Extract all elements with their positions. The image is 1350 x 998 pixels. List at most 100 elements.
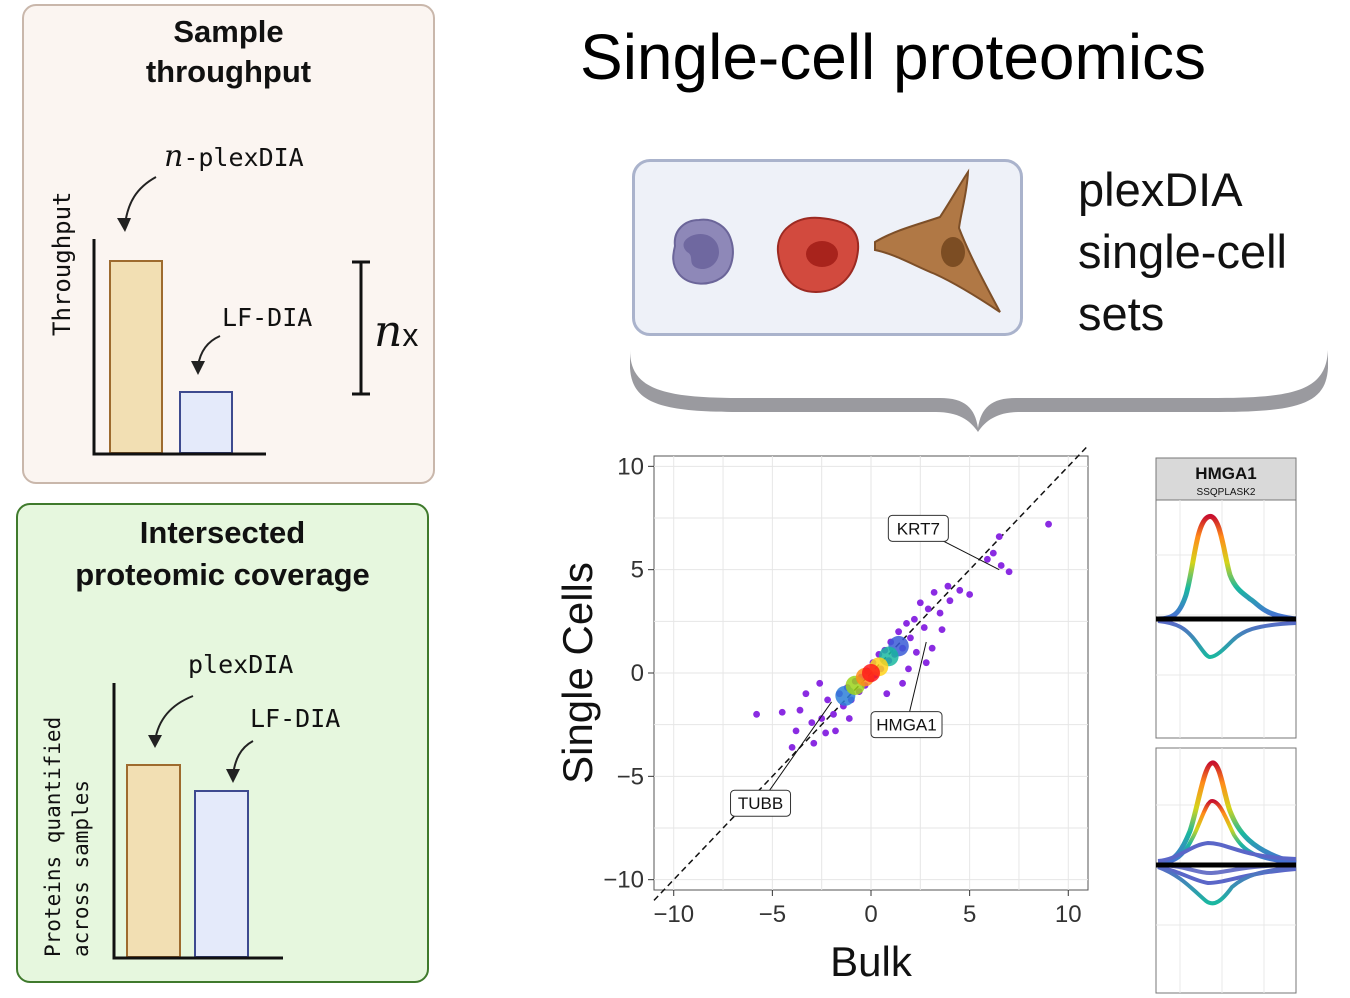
data-point — [920, 624, 928, 631]
coverage-title-line1: Intersected — [139, 515, 306, 550]
annotation-box — [870, 711, 943, 739]
lf-arrow-head — [191, 361, 205, 375]
throughput-title-line1: Sample — [173, 14, 284, 49]
data-point — [907, 634, 914, 642]
scatter-chart: KRT7 HMGA1 TUBB −10 −5 0 5 10 10 5 0 −5 −10 Bulk S… — [554, 445, 1089, 985]
trace-panels: HMGA1 SSQPLASK2 — [1155, 457, 1297, 994]
plex-arrow-line — [154, 695, 194, 742]
annotations: KRT7 HMGA1 TUBB — [730, 514, 1000, 817]
y-tick-label: 0 — [631, 660, 644, 687]
x-ticks: −10 −5 0 5 10 — [653, 890, 1082, 928]
annotation-label: KRT7 — [897, 519, 940, 538]
data-point — [997, 562, 1005, 569]
data-point — [802, 690, 810, 698]
coverage-title-line2: proteomic coverage — [75, 557, 370, 592]
data-point — [966, 591, 974, 598]
lf-throughput-bar — [179, 391, 233, 454]
y-tick-label: −5 — [617, 763, 644, 790]
y-tick-label: 5 — [631, 557, 644, 584]
fold-bracket — [352, 260, 370, 396]
throughput-axes — [92, 239, 266, 456]
lf-coverage-bar — [194, 790, 249, 958]
data-point — [810, 739, 818, 747]
nplex-arrow-head — [117, 218, 131, 232]
data-point — [922, 659, 930, 667]
annotation-box — [730, 789, 792, 817]
data-point — [778, 708, 786, 716]
data-point — [911, 615, 918, 623]
coverage-axes — [112, 683, 283, 960]
data-point — [989, 549, 997, 557]
density-point — [862, 664, 880, 682]
plex-coverage-bar — [126, 764, 181, 958]
data-point — [808, 719, 816, 726]
data-point — [946, 597, 954, 605]
coverage-lf-label: LF-DIA — [250, 704, 341, 733]
coverage-lf-arrow-head — [226, 769, 240, 783]
sets-label-line2: single-cell — [1078, 225, 1287, 278]
sets-label-line1: plexDIA — [1078, 163, 1243, 216]
data-point — [905, 665, 912, 673]
data-point — [936, 609, 944, 617]
y-ticks: 10 5 0 −5 −10 — [603, 453, 654, 894]
data-point — [928, 644, 936, 652]
trace-title: HMGA1 — [1195, 464, 1256, 483]
data-point — [912, 648, 920, 656]
trace2-neg — [1157, 865, 1297, 906]
x-axis-label: Bulk — [830, 938, 913, 985]
data-point — [788, 744, 796, 751]
data-point — [792, 727, 800, 735]
throughput-chart — [92, 176, 370, 456]
trace-panel-bottom — [1155, 747, 1297, 994]
fold-label: nx — [374, 306, 419, 357]
data-point — [822, 729, 830, 737]
x-tick-label: 0 — [864, 901, 877, 928]
data-point — [883, 690, 891, 698]
main-title: Single-cell proteomics — [580, 21, 1207, 93]
data-point — [824, 696, 831, 704]
coverage-panel: Intersected proteomic coverage plexDIA L… — [16, 503, 429, 983]
data-point — [818, 715, 826, 722]
data-point — [816, 679, 824, 687]
data-point — [899, 679, 906, 687]
y-axis-label: Single Cells — [554, 562, 601, 784]
trace-panel-top: HMGA1 SSQPLASK2 — [1155, 457, 1297, 739]
coverage-chart — [112, 683, 283, 960]
nplex-arrow-line — [124, 176, 157, 225]
annotation-label: HMGA1 — [876, 716, 936, 735]
annotation-leader — [760, 701, 832, 804]
data-point — [983, 555, 991, 563]
fibroblast-cell-icon — [874, 168, 1001, 313]
trace-negative — [1157, 619, 1297, 660]
lymphocyte-cell-icon — [672, 218, 734, 285]
y-tick-label: −10 — [603, 867, 644, 894]
plex-label: plexDIA — [188, 650, 294, 679]
lf-label: LF-DIA — [222, 303, 313, 332]
y-tick-label: 10 — [617, 453, 644, 480]
trace2-peak1 — [1157, 760, 1297, 866]
x-tick-label: −10 — [653, 901, 694, 928]
sets-label-line3: sets — [1078, 287, 1165, 340]
data-point — [924, 605, 932, 613]
nplex-throughput-bar — [109, 260, 163, 454]
cells-box — [632, 159, 1023, 336]
data-point — [944, 582, 952, 590]
annotation-leader — [906, 641, 927, 725]
x-tick-label: −5 — [759, 901, 786, 928]
annotation-label: TUBB — [738, 794, 783, 813]
data-point — [832, 727, 839, 735]
x-tick-label: 10 — [1055, 901, 1082, 928]
density-core — [835, 635, 909, 706]
data-point — [930, 589, 938, 596]
data-point — [956, 586, 964, 594]
plex-arrow-head — [148, 735, 162, 748]
data-point — [830, 710, 837, 718]
data-point — [903, 620, 910, 627]
trace-positive — [1157, 514, 1297, 622]
data-point — [1045, 520, 1052, 528]
red-cell-icon — [776, 216, 860, 294]
data-point — [845, 715, 853, 722]
trace-header — [1155, 457, 1297, 501]
data-point — [995, 533, 1003, 540]
data-point — [916, 599, 924, 607]
